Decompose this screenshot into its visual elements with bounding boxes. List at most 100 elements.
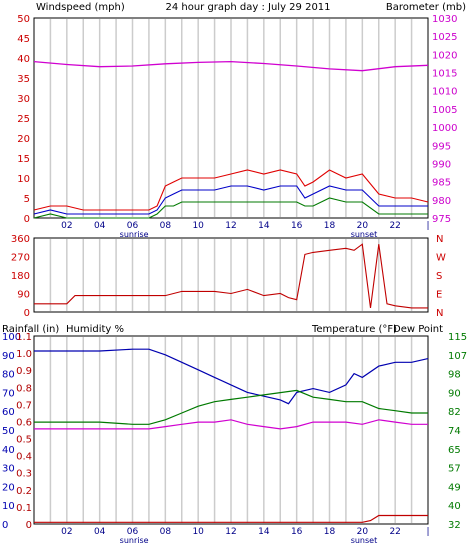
temperature-y-tick-label: 90	[448, 388, 461, 399]
chart-title: 24 hour graph day : July 29 2011	[165, 2, 330, 13]
direction-y-tick-label: 270	[11, 253, 30, 264]
wind-y-tick-label: 35	[17, 74, 30, 85]
temperature-axis-label: Temperature (°F)	[311, 324, 397, 335]
humidity-y-tick-label: 0	[2, 520, 8, 531]
rainfall-y-tick-label: 0.8	[16, 383, 32, 394]
series-line-temperature	[34, 389, 428, 425]
x-tick-label: 04	[94, 221, 106, 231]
x-tick-label: 12	[225, 221, 236, 231]
humidity-y-tick-label: 50	[2, 426, 15, 437]
barometer-y-tick-label: 985	[432, 178, 451, 189]
rainfall-y-tick-label: 0.9	[16, 366, 32, 377]
series-line-direction	[34, 243, 428, 309]
compass-label: N	[436, 234, 443, 245]
x-tick-label: 12	[225, 527, 236, 537]
compass-label: S	[436, 271, 442, 282]
wind-y-tick-label: 45	[17, 34, 30, 45]
series-line-gust	[33, 169, 429, 211]
humidity-y-tick-label: 70	[2, 388, 15, 399]
barometer-y-tick-label: 990	[432, 159, 451, 170]
barometer-y-tick-label: 1000	[432, 123, 457, 134]
x-tick-label: 20	[357, 527, 369, 537]
direction-y-tick-label: 0	[24, 308, 30, 319]
x-tick-label: 22	[389, 527, 400, 537]
barometer-y-tick-label: 975	[432, 214, 451, 225]
temperature-y-tick-label: 49	[448, 482, 461, 493]
temperature-y-tick-label: 82	[448, 407, 461, 418]
barometer-y-tick-label: 1030	[432, 14, 457, 25]
humidity-y-tick-label: 30	[2, 464, 15, 475]
x-tick-label: 22	[389, 221, 400, 231]
barometer-y-tick-label: 995	[432, 141, 451, 152]
temperature-y-tick-label: 115	[448, 332, 467, 343]
series-line-average	[33, 185, 428, 215]
x-tick-label: 10	[192, 527, 204, 537]
series-line-dew_point	[34, 419, 428, 430]
barometer-axis-label: Barometer (mb)	[386, 2, 466, 13]
humidity-y-tick-label: 40	[2, 445, 15, 456]
x-tick-label: 16	[291, 221, 303, 231]
direction-y-tick-label: 90	[17, 290, 30, 301]
barometer-y-tick-label: 1005	[432, 105, 457, 116]
rainfall-y-tick-label: 0.1	[16, 503, 32, 514]
compass-label: W	[436, 253, 446, 264]
rainfall-axis-label: Rainfall (in)	[2, 324, 59, 335]
x-tick-label: 10	[192, 221, 204, 231]
wind-y-tick-label: 30	[17, 94, 30, 105]
direction-y-tick-label: 360	[11, 234, 30, 245]
x-tick-label: 06	[127, 221, 139, 231]
series-line-rain	[34, 514, 428, 523]
rainfall-y-tick-label: 0.6	[16, 417, 32, 428]
humidity-y-tick-label: 80	[2, 370, 15, 381]
temperature-y-tick-label: 65	[448, 445, 461, 456]
barometer-y-tick-label: 1020	[432, 50, 457, 61]
wind-y-tick-label: 40	[17, 54, 30, 65]
temperature-y-tick-label: 74	[448, 426, 461, 437]
series-line-barometer	[33, 60, 429, 72]
rainfall-y-tick-label: 1.1	[16, 332, 32, 343]
humidity-y-tick-label: 100	[2, 332, 21, 343]
wind-y-tick-label: 50	[17, 14, 30, 25]
x-tick-label: 08	[160, 221, 172, 231]
wind-y-tick-label: 0	[24, 214, 30, 225]
x-tick-label: 04	[94, 527, 106, 537]
temperature-y-tick-label: 107	[448, 351, 467, 362]
dew-point-axis-label: Dew Point	[393, 324, 443, 335]
humidity-y-tick-label: 60	[2, 407, 15, 418]
sunset-label: sunset	[351, 536, 378, 545]
rainfall-y-tick-label: 0.5	[16, 435, 32, 446]
x-tick-label: 02	[61, 527, 72, 537]
humidity-axis-label: Humidity %	[66, 324, 124, 335]
x-tick-label: |	[426, 527, 429, 537]
temperature-y-tick-label: 40	[448, 501, 461, 512]
series-line-humidity	[34, 348, 429, 405]
rainfall-y-tick-label: 1.0	[16, 349, 32, 360]
series-line-lull	[33, 197, 428, 219]
rainfall-y-tick-label: 0	[26, 520, 32, 531]
humidity-y-tick-label: 90	[2, 351, 15, 362]
x-tick-label: 18	[324, 221, 336, 231]
x-tick-label: 02	[61, 221, 72, 231]
barometer-y-tick-label: 980	[432, 196, 451, 207]
wind-y-tick-label: 25	[17, 114, 30, 125]
rainfall-y-tick-label: 0.2	[16, 486, 32, 497]
x-tick-label: 14	[258, 221, 270, 231]
x-tick-label: 08	[160, 527, 172, 537]
x-tick-label: |	[426, 221, 429, 231]
barometer-y-tick-label: 1010	[432, 87, 457, 98]
temperature-y-tick-label: 57	[448, 464, 461, 475]
x-tick-label: 20	[357, 221, 369, 231]
rainfall-y-tick-label: 0.7	[16, 400, 32, 411]
sunset-label: sunset	[351, 230, 378, 239]
temperature-y-tick-label: 32	[448, 520, 461, 531]
wind-y-tick-label: 15	[17, 154, 30, 165]
rainfall-y-tick-label: 0.3	[16, 469, 32, 480]
temperature-y-tick-label: 98	[448, 370, 461, 381]
x-tick-label: 14	[258, 527, 270, 537]
compass-label: E	[436, 290, 442, 301]
x-tick-label: 16	[291, 527, 303, 537]
sunrise-label: sunrise	[120, 536, 149, 545]
windspeed-axis-label: Windspeed (mph)	[36, 2, 125, 13]
